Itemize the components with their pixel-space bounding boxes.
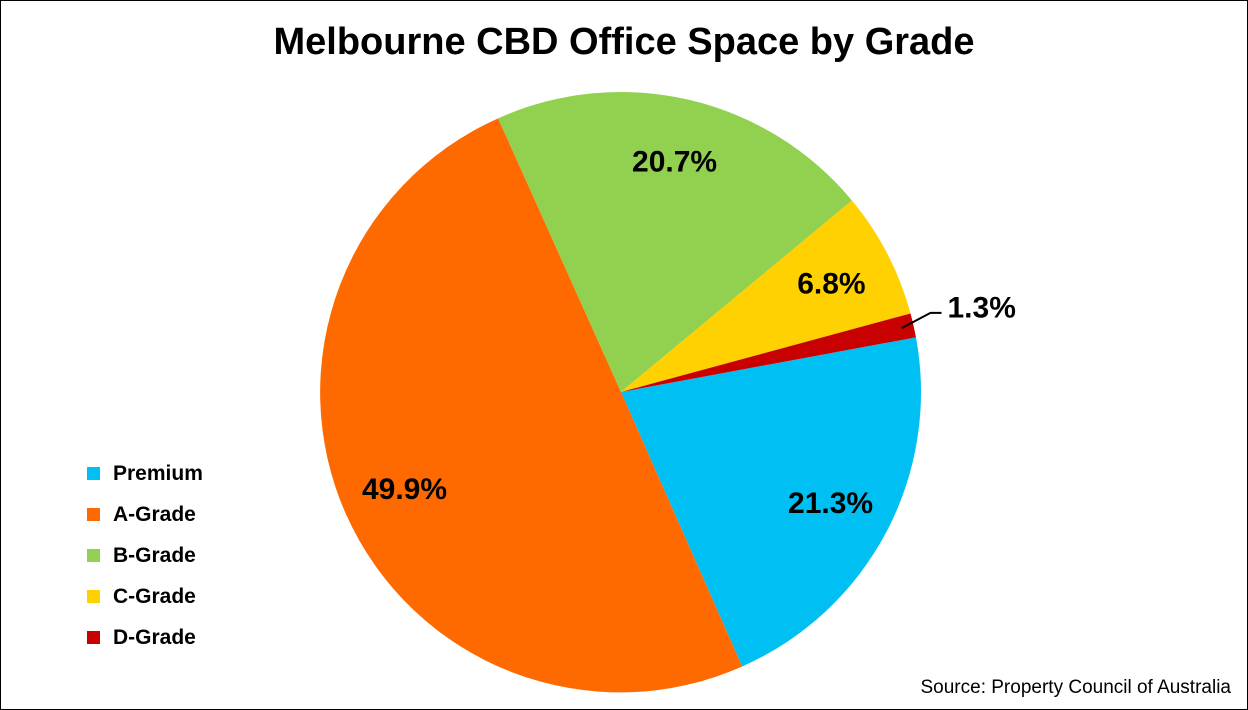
legend-item-d-grade: D-Grade: [87, 617, 203, 658]
legend-label: A-Grade: [113, 502, 196, 526]
label-leader-line: [901, 311, 942, 329]
source-note: Source: Property Council of Australia: [920, 677, 1232, 698]
slice-label-c-grade: 6.8%: [797, 267, 865, 300]
legend-swatch-icon: [87, 590, 100, 603]
legend-swatch-icon: [87, 549, 100, 562]
legend-swatch-icon: [87, 467, 100, 480]
pie-slice-a-grade: [320, 118, 743, 693]
pie-slice-b-grade: [498, 92, 852, 392]
legend-swatch-icon: [87, 508, 100, 521]
legend-item-premium: Premium: [87, 453, 203, 494]
legend-swatch-icon: [87, 631, 100, 644]
pie-slice-d-grade: [621, 313, 916, 392]
legend-item-a-grade: A-Grade: [87, 494, 203, 535]
legend-label: C-Grade: [113, 584, 196, 608]
legend-item-b-grade: B-Grade: [87, 535, 203, 576]
legend-item-c-grade: C-Grade: [87, 576, 203, 617]
chart-title: Melbourne CBD Office Space by Grade: [273, 21, 975, 63]
pie-slice-c-grade: [621, 200, 911, 392]
slice-label-b-grade: 20.7%: [632, 146, 717, 179]
pie-slice-premium: [621, 337, 922, 667]
legend-label: B-Grade: [113, 543, 196, 567]
legend-label: D-Grade: [113, 625, 196, 649]
legend-label: Premium: [113, 461, 203, 485]
slice-label-premium: 21.3%: [788, 487, 873, 520]
slice-label-d-grade: 1.3%: [948, 291, 1016, 324]
legend: Premium A-Grade B-Grade C-Grade D-Grade: [87, 453, 203, 658]
slice-label-a-grade: 49.9%: [362, 473, 447, 506]
